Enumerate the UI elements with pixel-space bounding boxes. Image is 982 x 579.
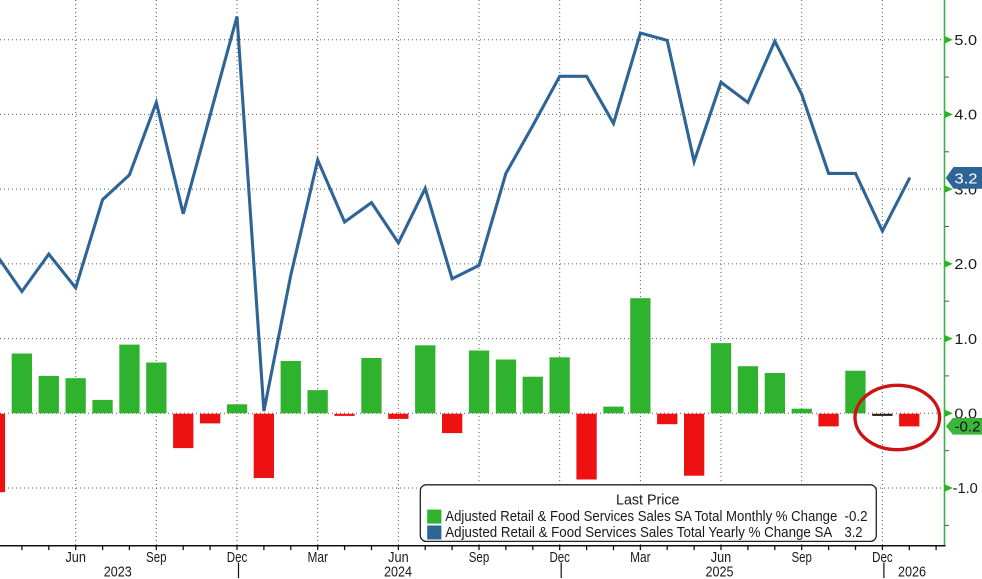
svg-text:Mar: Mar [307, 550, 328, 566]
svg-text:Sep: Sep [791, 550, 812, 566]
svg-text:2023: 2023 [104, 564, 132, 579]
svg-text:Jun: Jun [711, 550, 732, 566]
svg-text:-0.2: -0.2 [845, 509, 868, 525]
svg-text:2.0: 2.0 [954, 257, 977, 273]
svg-text:Dec: Dec [549, 550, 570, 566]
svg-text:Sep: Sep [146, 550, 167, 566]
svg-text:-1.0: -1.0 [953, 481, 978, 497]
svg-text:2024: 2024 [384, 564, 412, 579]
svg-text:3.2: 3.2 [845, 525, 863, 541]
svg-text:2025: 2025 [706, 564, 734, 579]
svg-text:3.2: 3.2 [955, 170, 978, 187]
svg-text:Mar: Mar [630, 550, 651, 566]
svg-text:2026: 2026 [898, 564, 926, 579]
svg-text:1.0: 1.0 [954, 332, 977, 348]
svg-text:Adjusted Retail & Food Service: Adjusted Retail & Food Services Sales To… [445, 525, 832, 541]
svg-text:Dec: Dec [872, 550, 893, 566]
svg-text:Dec: Dec [227, 550, 248, 566]
svg-text:Jun: Jun [388, 550, 409, 566]
svg-text:-0.2: -0.2 [955, 419, 981, 436]
svg-text:Jun: Jun [65, 550, 86, 566]
svg-text:5.0: 5.0 [954, 33, 977, 49]
svg-text:4.0: 4.0 [954, 108, 977, 124]
svg-text:Sep: Sep [469, 550, 490, 566]
svg-text:Last Price: Last Price [616, 493, 680, 509]
svg-text:Adjusted Retail & Food Service: Adjusted Retail & Food Services Sales SA… [445, 509, 837, 525]
